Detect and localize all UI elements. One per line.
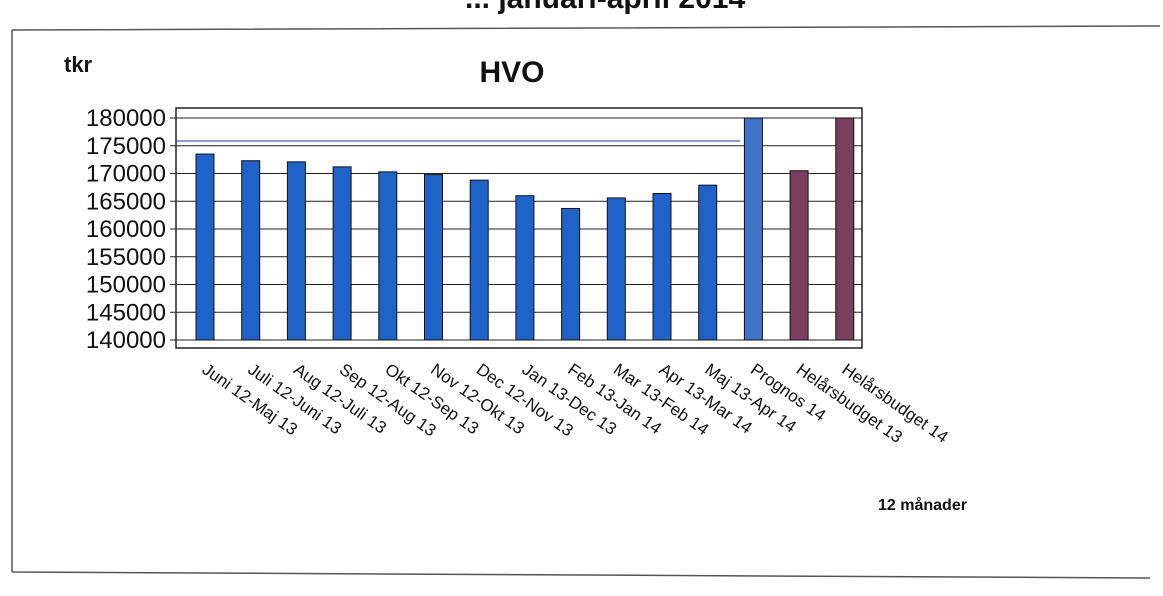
bar: [332, 166, 352, 341]
y-tick-label: 165000: [86, 188, 166, 215]
page-frame: [11, 25, 1161, 579]
y-tick-label: 150000: [86, 272, 166, 299]
chart-title: HVO: [479, 56, 544, 89]
y-tick-label: 160000: [86, 216, 166, 243]
bar: [424, 174, 443, 341]
bar: [835, 117, 855, 341]
bar: [469, 179, 489, 341]
y-axis-ticks: 1800001750001700001650001600001550001500…: [86, 105, 166, 354]
bar: [652, 192, 672, 341]
y-tick-label: 175000: [86, 133, 166, 160]
bar: [698, 184, 718, 341]
y-axis-unit-label: tkr: [64, 52, 93, 77]
bars: [195, 117, 855, 341]
y-tick-label: 170000: [86, 161, 166, 188]
header-fragment: ... januari-april 2014: [465, 0, 745, 15]
bar: [241, 160, 261, 341]
bar: [789, 170, 809, 341]
bar: [515, 195, 535, 341]
bar: [743, 117, 763, 341]
y-tick-label: 180000: [86, 105, 166, 132]
x-axis-label: 12 månader: [878, 496, 967, 514]
y-tick-label: 140000: [86, 327, 166, 354]
y-tick-label: 145000: [86, 299, 166, 326]
bar: [378, 171, 398, 341]
bar: [286, 161, 306, 341]
bar: [195, 153, 215, 341]
bar: [606, 197, 626, 341]
y-tick-label: 155000: [86, 244, 166, 271]
bar: [561, 207, 581, 341]
